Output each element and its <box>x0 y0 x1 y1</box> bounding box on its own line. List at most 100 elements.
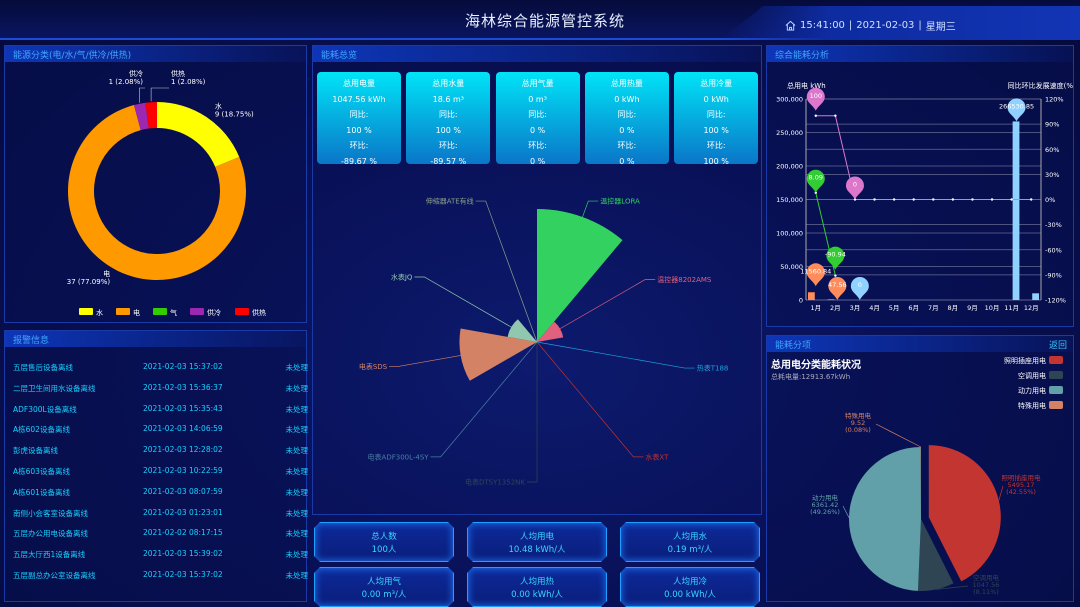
y2-tick-label: 60% <box>1045 146 1059 154</box>
y-axis-title: 总用电 kWh <box>787 81 826 90</box>
alarm-name: 南侧小会客室设备离线 <box>13 508 88 518</box>
alarm-row[interactable]: 五层大厅西1设备离线 2021-02-03 15:39:02 未处理 <box>13 549 308 560</box>
line-point <box>873 198 876 201</box>
label-value: 37 (77.09%) <box>67 278 111 286</box>
label-name: 空调用电 <box>973 573 1000 582</box>
pie-label-line-2 <box>842 505 850 518</box>
label-value: 5495.17 <box>1008 481 1035 489</box>
y2-tick-label: 90% <box>1045 121 1059 129</box>
date: 2021-02-03 <box>856 20 915 31</box>
mom-value: 0 % <box>529 156 546 166</box>
line-point <box>853 198 857 201</box>
stat-label: 人均用气 <box>366 577 401 587</box>
legend-label-3: 特殊用电 <box>1018 401 1046 410</box>
alarm-time: 2021-02-03 14:06:59 <box>143 424 223 434</box>
alarm-name: ADF300L设备离线 <box>13 404 77 414</box>
pie-slice-0 <box>928 445 1001 582</box>
alarm-row[interactable]: 五层副总办公室设备离线 2021-02-03 15:37:02 未处理 <box>13 570 308 581</box>
y-tick-label: 300,000 <box>776 96 803 104</box>
x-tick-label: 8月 <box>948 304 959 312</box>
donut-slice-1 <box>68 105 247 281</box>
label-name: 水 <box>215 101 222 110</box>
mom-label: 环比: <box>528 141 547 150</box>
label-value: 6361.42 <box>812 501 839 509</box>
alarm-status: 未处理 <box>285 571 309 580</box>
alarm-name: 五层副总办公室设备离线 <box>13 571 96 580</box>
pie-slice-2 <box>848 447 921 591</box>
alarm-row[interactable]: 五层售后设备离线 2021-02-03 15:37:02 未处理 <box>13 362 308 373</box>
label-value: 9.52 <box>851 419 865 427</box>
alarm-time: 2021-02-03 08:07:59 <box>143 486 223 496</box>
x-tick-label: 11月 <box>1004 304 1019 312</box>
alarm-row[interactable]: A栋603设备离线 2021-02-03 10:22:59 未处理 <box>13 466 308 477</box>
donut-label-3: 供冷 1 (2.08%) <box>109 69 144 86</box>
label-value: 1047.56 <box>973 581 1000 589</box>
panel-title: 能源分类(电/水/气/供冷/供热) <box>5 46 306 62</box>
orange-min-pin <box>828 277 847 300</box>
legend-label-2: 气 <box>170 308 177 317</box>
card-title: 总用水量 <box>432 79 465 88</box>
pie-label-line-3 <box>875 423 921 448</box>
alarm-name: 五层售后设备离线 <box>13 363 73 372</box>
orange-min-pin-label: 47.56 <box>828 281 847 289</box>
alarm-time: 2021-02-03 15:35:43 <box>143 403 223 413</box>
pink-min-pin-label: 0 <box>853 181 857 189</box>
alarm-row[interactable]: 五层办公用电设备离线 2021-02-02 08:17:15 未处理 <box>13 528 308 539</box>
card-value: 0 kWh <box>703 94 729 104</box>
label-name: 供冷 <box>129 69 143 78</box>
card-value: 18.6 m³ <box>432 94 464 104</box>
legend-label-1: 电 <box>133 308 140 317</box>
pie-label-0: 照明插座用电 5495.17 (42.55%) <box>1002 473 1042 496</box>
mom-value: -89.57 % <box>430 156 467 166</box>
alarm-row[interactable]: 南侧小会客室设备离线 2021-02-03 01:23:01 未处理 <box>13 508 308 519</box>
bar-0-1 <box>827 299 835 300</box>
alarm-row[interactable]: 二层卫生间用水设备离线 2021-02-03 15:36:37 未处理 <box>13 383 308 394</box>
alarm-status: 未处理 <box>285 487 309 497</box>
overview-card: 总用水量 18.6 m³ 同比: 100 % 环比: -89.57 % <box>406 72 491 166</box>
back-button[interactable]: 返回 <box>1048 341 1067 351</box>
alarm-status: 未处理 <box>285 529 309 539</box>
bar-0-0 <box>808 292 815 300</box>
y2-tick-label: -60% <box>1045 246 1062 254</box>
label-name: 特殊用电 <box>845 411 872 420</box>
home-icon[interactable] <box>785 20 796 31</box>
legend-swatch-2 <box>1049 386 1063 394</box>
alarm-name: 二层卫生间用水设备离线 <box>13 383 96 393</box>
legend-swatch-4 <box>235 308 249 315</box>
overview-card: 总用冷量 0 kWh 同比: 100 % 环比: 100 % <box>674 72 759 166</box>
donut-slice-3 <box>133 102 149 131</box>
yoy-value: 0 % <box>619 125 635 135</box>
rose-slice-6 <box>459 328 537 381</box>
x-tick-label: 5月 <box>889 304 900 312</box>
alarm-row[interactable]: ADF300L设备离线 2021-02-03 15:35:43 未处理 <box>13 404 308 415</box>
rose-label-line-0 <box>536 200 599 343</box>
rose-label-6: 电表SDS <box>359 362 388 371</box>
alarm-row[interactable]: A栋602设备离线 2021-02-03 14:06:59 未处理 <box>13 424 308 435</box>
donut-label-1: 电 37 (77.09%) <box>67 269 111 286</box>
pink-min-pin <box>845 176 864 200</box>
mom-label: 环比: <box>706 141 726 150</box>
label-value: 1 (2.08%) <box>109 78 144 86</box>
blue-min-pin-label: 0 <box>858 281 862 289</box>
analysis-combo-chart: 总用电 kWh 同比环比发展速度(% 0 50,000 100,000 150,000 20… <box>776 81 1073 312</box>
alarm-row[interactable]: A栋601设备离线 2021-02-03 08:07:59 未处理 <box>13 487 308 498</box>
yoy-value: 100 % <box>703 125 729 135</box>
x-tick-label: 10月 <box>985 304 1000 312</box>
alarm-time: 2021-02-03 15:37:02 <box>143 362 223 371</box>
card-title: 总用热量 <box>610 79 643 88</box>
y-tick-label: 0 <box>799 297 803 305</box>
yoy-value: 100 % <box>435 125 461 135</box>
stat-label: 人均用电 <box>519 532 554 542</box>
rose-slice-7 <box>507 319 537 342</box>
stat-label: 人均用热 <box>519 577 554 587</box>
pink-max-pin-label: 100 <box>810 92 822 100</box>
overview-panel: 能耗总览 <box>312 45 762 515</box>
alarm-row[interactable]: 彭虎设备离线 2021-02-03 12:28:02 未处理 <box>13 445 308 456</box>
label-name: 照明插座用电 <box>1002 473 1042 482</box>
alarm-name: 五层大厅西1设备离线 <box>13 550 86 560</box>
card-value: 0 kWh <box>614 94 640 104</box>
rose-label-line-3 <box>536 341 644 458</box>
